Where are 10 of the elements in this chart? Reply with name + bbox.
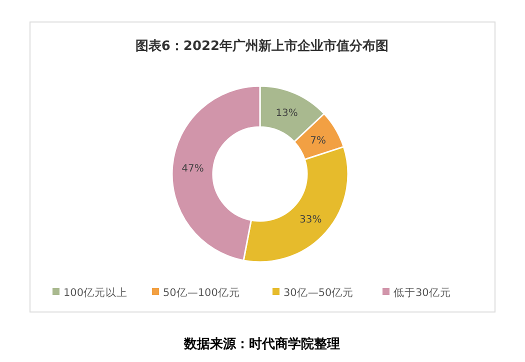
legend-label: 50亿—100亿元 bbox=[163, 287, 240, 299]
legend-label: 100亿元以上 bbox=[64, 286, 128, 299]
chart-title: 图表6：2022年广州新上市企业市值分布图 bbox=[135, 38, 389, 54]
data-label: 47% bbox=[182, 164, 204, 175]
source-note: 数据来源：时代商学院整理 bbox=[183, 336, 340, 352]
legend-label: 30亿—50亿元 bbox=[284, 287, 354, 299]
data-label: 13% bbox=[276, 108, 298, 120]
data-label: 33% bbox=[300, 214, 322, 226]
legend-label: 低于30亿元 bbox=[394, 287, 451, 299]
data-label: 7% bbox=[310, 136, 326, 147]
